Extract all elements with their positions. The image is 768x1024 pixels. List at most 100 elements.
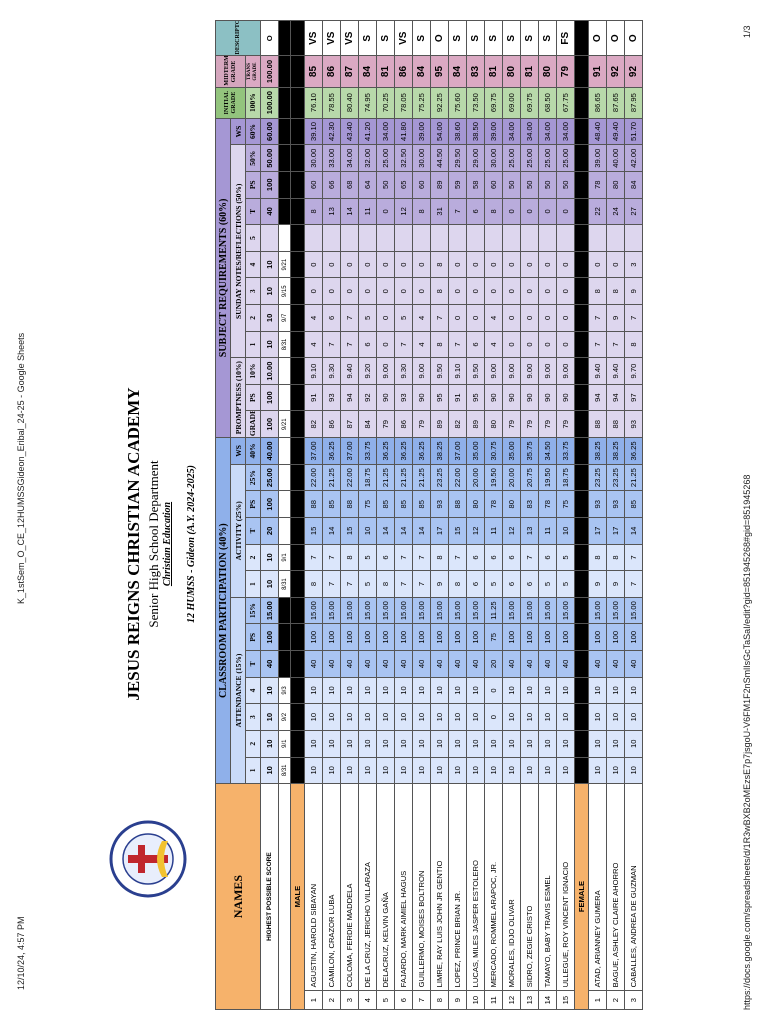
cell: 74.95 [358,87,377,119]
cell: MIDTERM GRADE [215,56,246,88]
cell: 0 [502,304,521,332]
cell: 87.95 [624,87,643,119]
cell: 39.00 [412,118,431,145]
cell: 10 [624,703,643,731]
cell: PS [245,384,261,411]
cell: 79 [556,56,575,88]
cell: 25.00 [376,144,395,172]
cell: AGUSTIN, HAROLD SIBAYAN [304,783,323,991]
cell: 85 [624,490,643,518]
cell: 13 [322,198,341,225]
cell: 7 [588,304,607,332]
cell [278,623,291,651]
cell: 0 [358,277,377,305]
cell: 4 [412,304,431,332]
cell: 100 [412,623,431,651]
cell: 3 [624,990,643,1010]
cell: 78 [538,490,557,518]
cell: 0 [606,251,625,278]
cell: 10 [624,757,643,784]
cell: 95 [466,384,485,411]
cell: T [245,650,261,678]
student-row: 8 LIMRE, RAY LUIS JOHN JR GENTIO 10 10 10 10 4… [430,20,449,1010]
cell [290,331,305,358]
cell: 93 [624,410,643,438]
cell: 70.25 [376,87,395,119]
cell: 10 [606,677,625,704]
cell: 7 [340,304,359,332]
cell: 94 [588,384,607,411]
cell: 40 [260,650,279,678]
cell [376,224,395,252]
cell: ULLEGUE, ROY VINCENT IGNACIO [556,783,575,991]
cell: 9 [606,570,625,598]
cell: 40 [606,650,625,678]
cell: 100 [538,623,557,651]
cell [290,251,305,278]
cell [278,384,291,411]
cell: 10 [520,757,539,784]
cell: 80 [466,490,485,518]
cell: 40 [466,650,485,678]
cell: 6 [358,331,377,358]
cell: 0 [448,277,467,305]
cell: 10 [260,570,279,598]
cell: 27 [624,198,643,225]
cell: 9.00 [538,357,557,385]
cell: 90 [538,384,557,411]
cell: 90 [376,384,395,411]
cell: 31 [430,198,449,225]
cell: 10 [556,757,575,784]
student-row: 3 COLOMA, FERDIE MADDELA 10 10 10 10 40 100 15.0… [340,20,359,1010]
cell: 100 [606,623,625,651]
cell: 15.00 [412,597,431,624]
cell: 89 [430,410,449,438]
cell: 50 [556,171,575,199]
cell: S [484,20,503,56]
cell: 42.00 [624,144,643,172]
cell: 20 [484,650,503,678]
cell: 78 [484,490,503,518]
cell: 9/21 [278,251,291,278]
cell: 91 [448,384,467,411]
student-row: 1 ATAD, ARIANNEY GUMERA 10 10 10 10 40 100 15.00… [588,20,607,1010]
cell: 35.00 [502,437,521,465]
cell: 12 [502,517,521,545]
cell: 84 [358,410,377,438]
cell: 100 [304,623,323,651]
cell: 8 [376,570,395,598]
cell: 10 [358,730,377,758]
cell: 94 [606,384,625,411]
cell: 21.25 [412,464,431,491]
cell: 100.00 [260,87,279,119]
cell: 93 [606,490,625,518]
cell: 1 [245,757,261,784]
cell: 0 [556,198,575,225]
cell: 0 [304,277,323,305]
cell: 22.00 [304,464,323,491]
school-name: JESUS REIGNS CHRISTIAN ACADEMY [124,387,143,701]
cell: 7 [394,544,413,571]
cell: MALE [290,783,305,1010]
cell: 93 [322,384,341,411]
cell: 10 [358,517,377,545]
cell: 10 [502,757,521,784]
cell: 91 [588,56,607,88]
cell [588,224,607,252]
cell: 15.00 [606,597,625,624]
cell: 6 [520,570,539,598]
cell: 4 [412,331,431,358]
cell: 65 [394,171,413,199]
cell: 14 [624,517,643,545]
cell [304,224,323,252]
cell: 50.00 [260,144,279,172]
cell: 34.00 [520,118,539,145]
cell: 84 [358,56,377,88]
cell: 0 [588,251,607,278]
cell: 20.75 [520,464,539,491]
cell [574,437,589,465]
cell: 30.00 [484,144,503,172]
cell: INITIAL GRADE [215,87,246,119]
cell: 51.70 [624,118,643,145]
